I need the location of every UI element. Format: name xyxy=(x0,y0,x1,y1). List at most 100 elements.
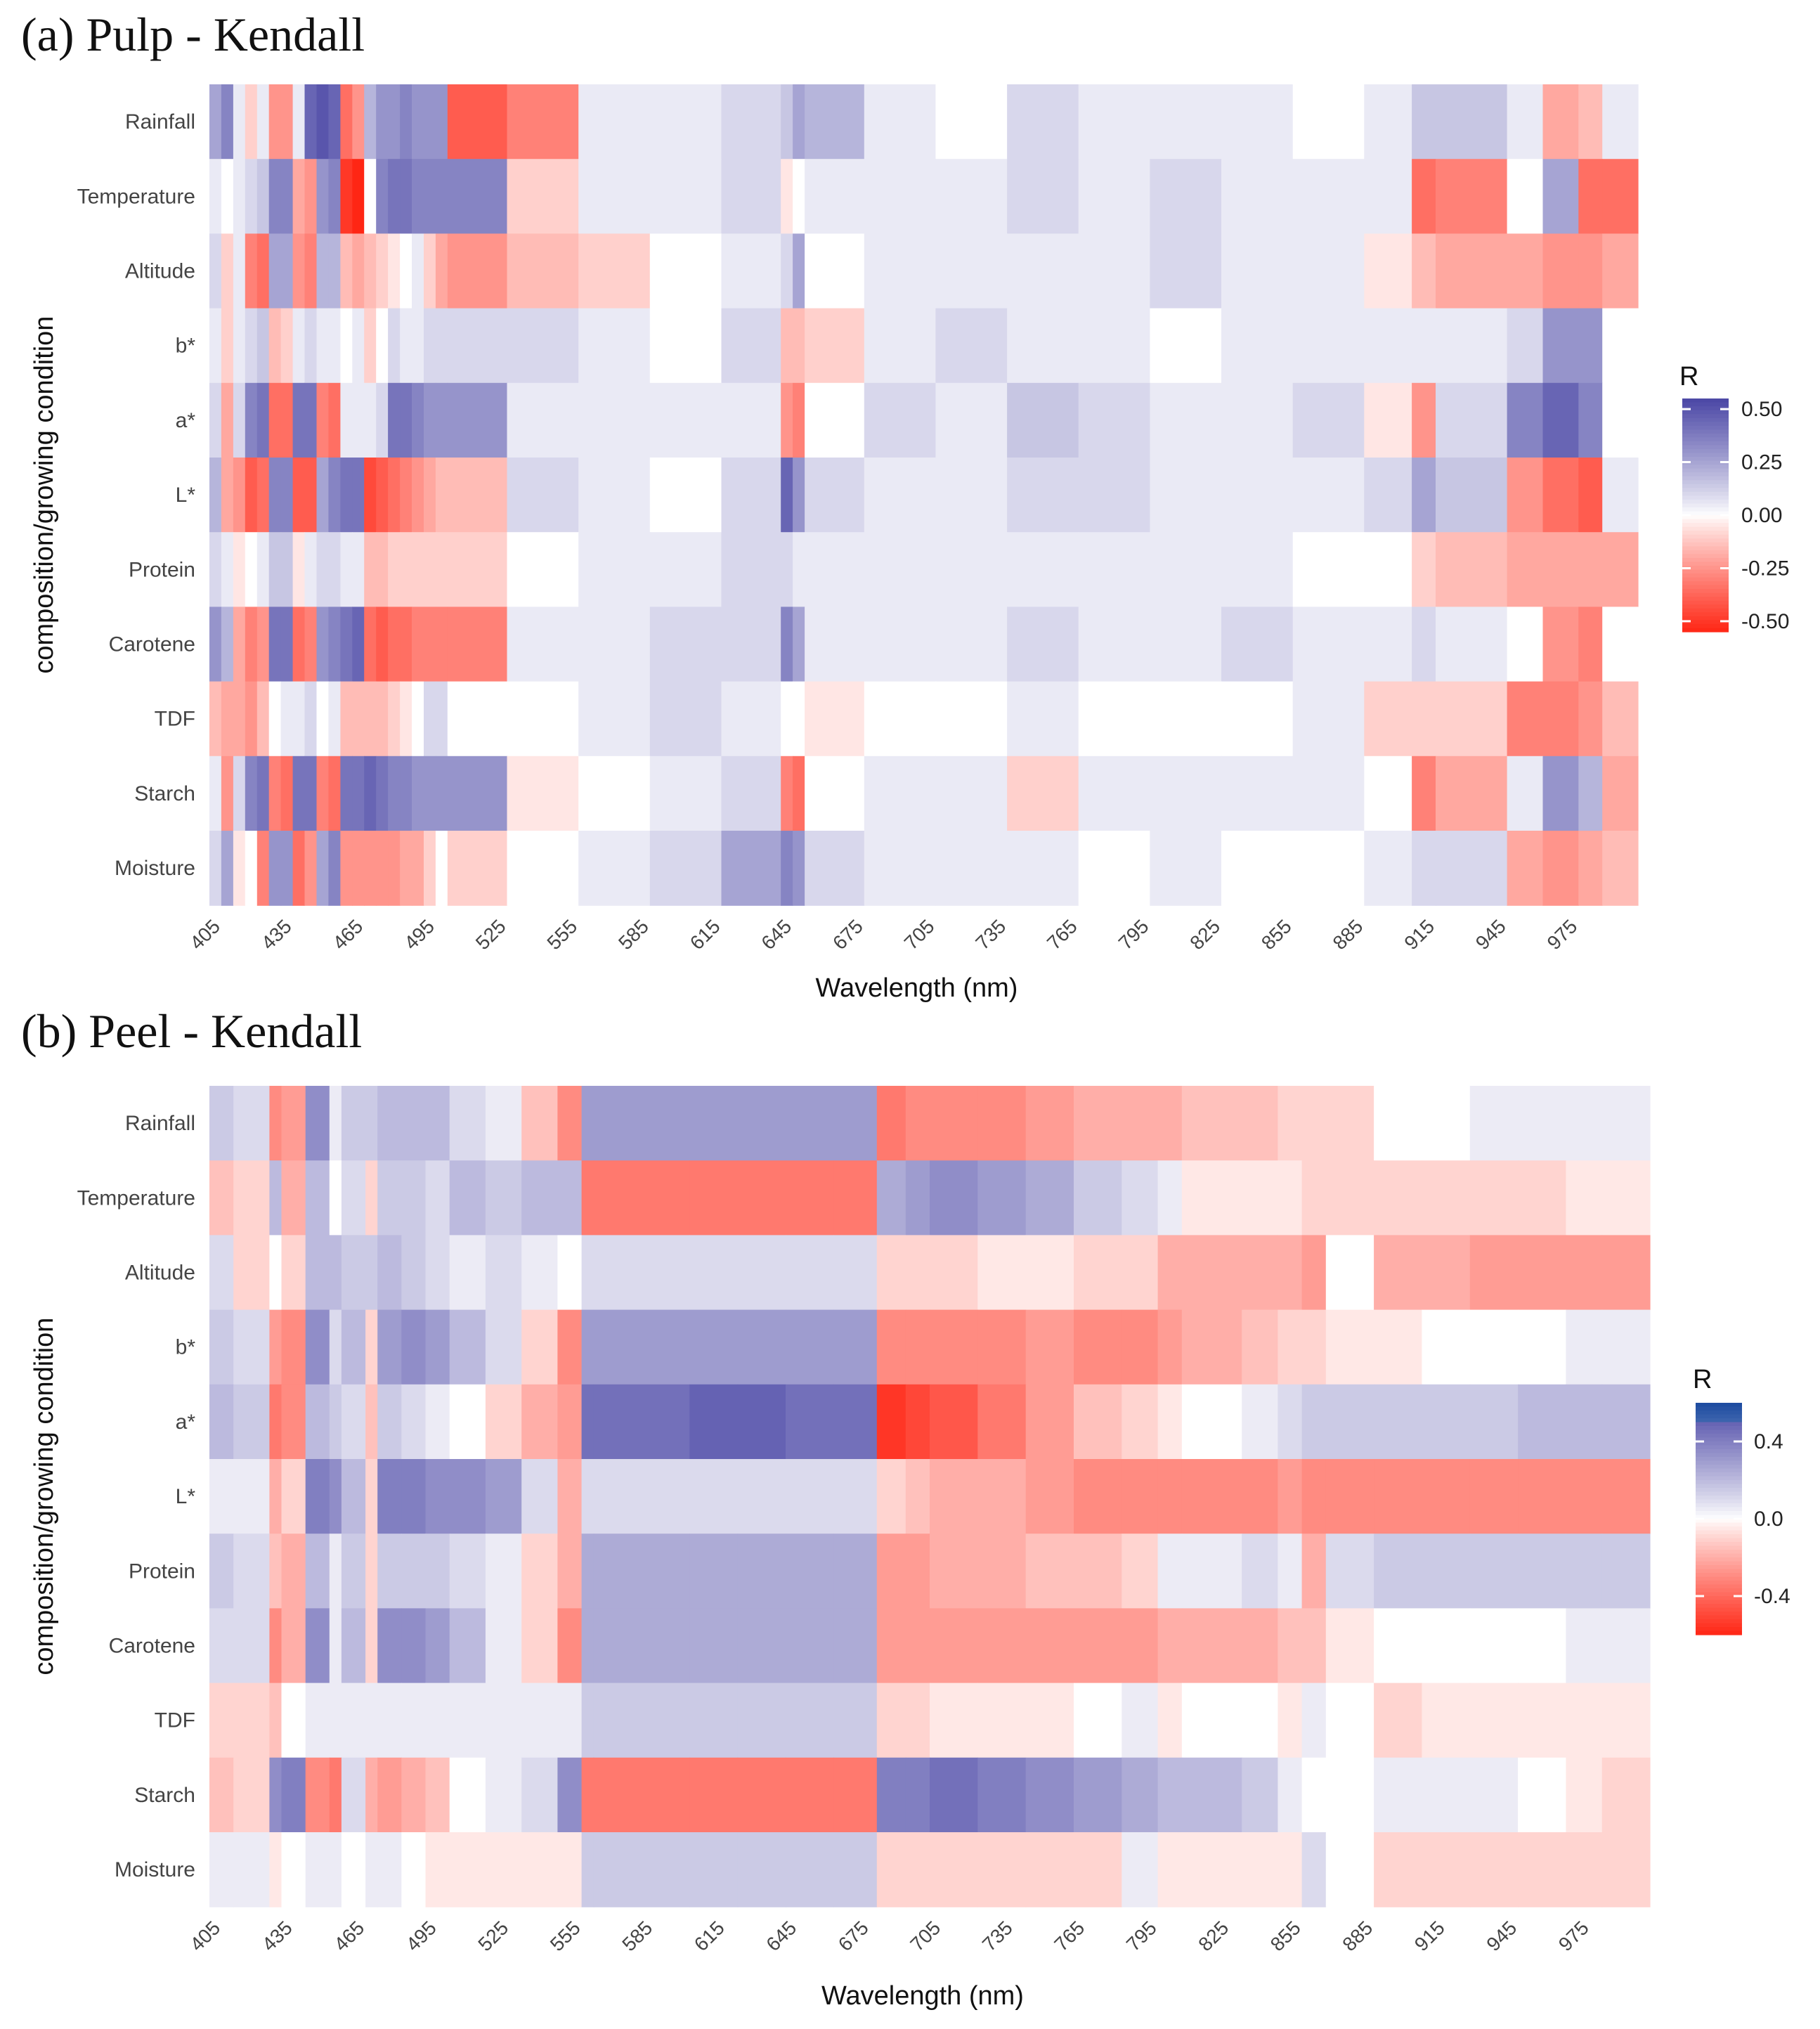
heatmap-cell xyxy=(1221,458,1294,533)
heatmap-cell xyxy=(1542,84,1579,160)
heatmap-cell xyxy=(833,1534,878,1609)
heatmap-cell xyxy=(977,1608,1027,1684)
heatmap-cell xyxy=(1122,1160,1159,1236)
x-tick-label: 555 xyxy=(542,915,581,954)
legend-gradient-step xyxy=(1682,581,1729,586)
legend-gradient-step xyxy=(1682,429,1729,434)
heatmap-cell xyxy=(1436,681,1508,757)
heatmap-cell xyxy=(340,233,353,309)
heatmap-cell xyxy=(1507,607,1543,682)
heatmap-cell xyxy=(268,159,282,234)
heatmap-cell xyxy=(1150,308,1222,384)
heatmap-cell xyxy=(412,84,424,160)
heatmap-cell xyxy=(233,532,246,607)
legend-gradient-step xyxy=(1696,1441,1742,1446)
x-tick-label: 795 xyxy=(1122,1917,1161,1955)
legend-gradient-step xyxy=(1682,425,1729,430)
legend-gradient-step xyxy=(1682,531,1729,536)
heatmap-cell xyxy=(930,1757,978,1833)
legend-gradient-step xyxy=(1682,406,1729,411)
heatmap-cell xyxy=(209,1534,234,1609)
heatmap-cell xyxy=(581,1459,594,1534)
panel-a-title: (a) Pulp - Kendall xyxy=(21,8,365,61)
x-tick-label: 705 xyxy=(906,1917,944,1955)
heatmap-cell xyxy=(233,681,246,757)
heatmap-cell xyxy=(401,1160,427,1236)
heatmap-cell xyxy=(400,233,412,309)
heatmap-cell xyxy=(1157,1086,1183,1161)
heatmap-cell xyxy=(1602,458,1639,533)
heatmap-cell xyxy=(424,756,436,831)
heatmap-cell xyxy=(401,1309,427,1385)
legend-gradient-step xyxy=(1696,1538,1742,1543)
legend-gradient-step xyxy=(1696,1581,1742,1586)
heatmap-cell xyxy=(737,1309,786,1385)
legend-gradient-step xyxy=(1696,1565,1742,1570)
heatmap-cell xyxy=(1374,1608,1422,1684)
heatmap-cell xyxy=(341,1683,366,1758)
heatmap-cell xyxy=(1422,1683,1471,1758)
heatmap-cell xyxy=(805,831,865,906)
heatmap-cell xyxy=(721,84,781,160)
heatmap-cell xyxy=(1507,233,1543,309)
heatmap-cell xyxy=(269,1534,282,1609)
heatmap-cell xyxy=(1007,756,1079,831)
heatmap-cell xyxy=(1542,308,1579,384)
heatmap-cell xyxy=(1157,1384,1183,1460)
heatmap-cell xyxy=(793,532,805,607)
heatmap-cell xyxy=(1074,1534,1122,1609)
legend-gradient-step xyxy=(1696,1631,1742,1635)
heatmap-cell xyxy=(340,756,353,831)
heatmap-cell xyxy=(209,831,222,906)
heatmap-cell xyxy=(435,308,448,384)
heatmap-cell xyxy=(1078,458,1150,533)
heatmap-cell xyxy=(377,1235,402,1311)
heatmap-cell xyxy=(221,159,234,234)
legend-gradient-step xyxy=(1682,597,1729,602)
heatmap-cell xyxy=(1074,1683,1122,1758)
heatmap-cell xyxy=(1292,756,1365,831)
heatmap-cell xyxy=(786,1086,834,1161)
legend-gradient-step xyxy=(1696,1615,1742,1620)
heatmap-cell xyxy=(447,382,508,458)
heatmap-cell xyxy=(1325,1534,1374,1609)
x-tick-label: 975 xyxy=(1543,915,1582,954)
x-tick-label: 555 xyxy=(546,1917,585,1955)
heatmap-cell xyxy=(209,1683,234,1758)
heatmap-cell xyxy=(221,382,234,458)
heatmap-cell xyxy=(793,458,805,533)
heatmap-cell xyxy=(781,607,793,682)
heatmap-cell xyxy=(721,756,781,831)
heatmap-cell xyxy=(304,532,317,607)
heatmap-cell xyxy=(521,1384,559,1460)
heatmap-cell xyxy=(721,458,781,533)
legend-gradient-step xyxy=(1696,1403,1742,1408)
heatmap-cell xyxy=(864,84,937,160)
heatmap-cell xyxy=(1507,382,1543,458)
heatmap-cell xyxy=(281,1683,306,1758)
legend-title: R xyxy=(1679,362,1698,391)
heatmap-cell xyxy=(1422,1459,1471,1534)
heatmap-cell xyxy=(304,458,317,533)
heatmap-cell xyxy=(786,1608,834,1684)
heatmap-cell xyxy=(1292,233,1365,309)
heatmap-cell xyxy=(401,1832,427,1907)
heatmap-cell xyxy=(521,1683,559,1758)
heatmap-cell xyxy=(449,1534,486,1609)
heatmap-cell xyxy=(365,1534,378,1609)
heatmap-cell xyxy=(1074,1608,1122,1684)
heatmap-cell xyxy=(209,382,222,458)
heatmap-cell xyxy=(649,831,722,906)
legend-gradient-step xyxy=(1682,503,1729,508)
heatmap-cell xyxy=(1150,681,1222,757)
heatmap-cell xyxy=(1078,681,1150,757)
heatmap-cell xyxy=(1436,308,1508,384)
heatmap-cell xyxy=(1578,756,1603,831)
x-tick-label: 855 xyxy=(1266,1917,1305,1955)
heatmap-cell xyxy=(1074,1384,1122,1460)
heatmap-cell xyxy=(280,458,294,533)
heatmap-cell xyxy=(1221,831,1294,906)
legend-gradient-step xyxy=(1696,1623,1742,1628)
heatmap-cell xyxy=(280,532,294,607)
heatmap-cell xyxy=(521,1086,559,1161)
